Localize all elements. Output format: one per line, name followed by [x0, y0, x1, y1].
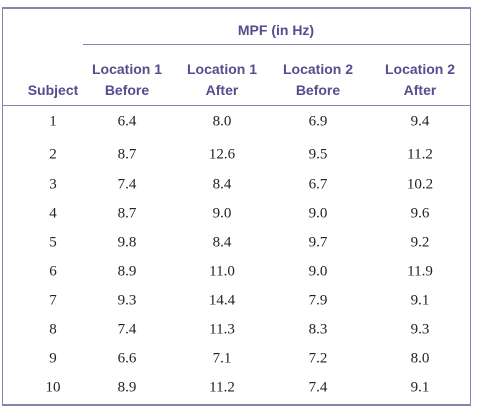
value-cell: 8.0 [212, 113, 232, 130]
subject-cell: 10 [45, 379, 61, 396]
column-header: Location 2 [282, 61, 354, 77]
value-cell: 7.4 [308, 379, 328, 396]
subject-cell: 7 [49, 292, 57, 309]
value-cell: 7.4 [117, 176, 137, 193]
value-cell: 6.4 [117, 113, 137, 130]
bottom-border [2, 404, 471, 406]
value-cell: 11.3 [209, 321, 235, 338]
column-header: Subject [27, 82, 79, 98]
value-cell: 7.9 [308, 292, 328, 309]
value-cell: 8.4 [212, 176, 232, 193]
value-cell: 9.3 [410, 321, 430, 338]
subject-cell: 1 [49, 113, 57, 130]
subject-cell: 2 [49, 146, 57, 163]
value-cell: 9.1 [410, 292, 430, 309]
value-cell: 10.2 [406, 176, 434, 193]
value-cell: 8.0 [410, 350, 430, 367]
value-cell: 9.0 [212, 205, 232, 222]
column-header: Location 2 [384, 61, 456, 77]
value-cell: 8.9 [117, 263, 137, 280]
value-cell: 11.0 [209, 263, 235, 280]
value-cell: 11.2 [209, 379, 235, 396]
value-cell: 7.1 [212, 350, 232, 367]
value-cell: 9.0 [308, 205, 328, 222]
column-header: Before [104, 82, 150, 98]
header-rule [2, 105, 471, 106]
value-cell: 6.7 [308, 176, 328, 193]
value-cell: 9.3 [117, 292, 137, 309]
subject-cell: 3 [49, 176, 57, 193]
column-header: Location 1 [186, 61, 258, 77]
value-cell: 9.4 [410, 113, 430, 130]
subject-cell: 4 [49, 205, 57, 222]
value-cell: 12.6 [208, 146, 236, 163]
group-header: MPF (in Hz) [237, 22, 315, 38]
value-cell: 11.9 [407, 263, 433, 280]
value-cell: 8.7 [117, 146, 137, 163]
subject-cell: 9 [49, 350, 57, 367]
column-header: Location 1 [91, 61, 163, 77]
value-cell: 6.9 [308, 113, 328, 130]
subject-cell: 8 [49, 321, 57, 338]
subject-cell: 6 [49, 263, 57, 280]
column-header: Before [295, 82, 341, 98]
column-header: After [403, 82, 437, 98]
top-border [2, 7, 471, 9]
value-cell: 7.2 [308, 350, 328, 367]
value-cell: 8.9 [117, 379, 137, 396]
left-border [2, 7, 3, 406]
value-cell: 9.6 [410, 205, 430, 222]
value-cell: 6.6 [117, 350, 137, 367]
value-cell: 7.4 [117, 321, 137, 338]
right-border [470, 7, 471, 406]
group-rule [83, 44, 470, 45]
subject-cell: 5 [49, 234, 57, 251]
value-cell: 9.7 [308, 234, 328, 251]
column-header: After [205, 82, 239, 98]
value-cell: 9.8 [117, 234, 137, 251]
value-cell: 9.0 [308, 263, 328, 280]
value-cell: 9.5 [308, 146, 328, 163]
value-cell: 9.2 [410, 234, 430, 251]
value-cell: 8.3 [308, 321, 328, 338]
value-cell: 11.2 [407, 146, 433, 163]
value-cell: 14.4 [208, 292, 236, 309]
value-cell: 8.4 [212, 234, 232, 251]
value-cell: 9.1 [410, 379, 430, 396]
value-cell: 8.7 [117, 205, 137, 222]
